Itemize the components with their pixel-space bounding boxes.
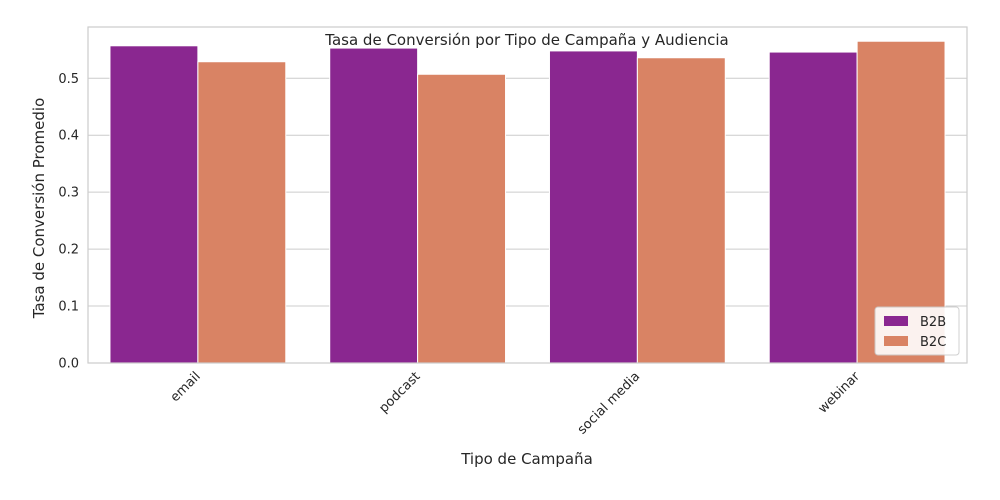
y-tick-label: 0.2 [58, 243, 79, 258]
chart-title: Tasa de Conversión por Tipo de Campaña y… [324, 31, 728, 49]
y-tick-label: 0.5 [58, 72, 79, 87]
x-tick-label: email [168, 369, 204, 405]
y-tick-label: 0.1 [58, 300, 79, 315]
bar-b2c-email [197, 61, 287, 364]
y-axis-label: Tasa de Conversión Promedio [30, 98, 48, 320]
legend-label-b2b: B2B [920, 315, 946, 330]
bar-b2b-email [109, 45, 199, 364]
bar-b2b-podcast [329, 47, 419, 364]
bar-b2c-podcast [417, 73, 507, 364]
x-axis: email podcast social media webinar [168, 369, 864, 438]
bar-b2c-social-media [636, 57, 726, 364]
bar-b2b-social-media [548, 50, 638, 364]
x-axis-label: Tipo de Campaña [460, 450, 593, 468]
x-tick-label: podcast [376, 369, 423, 416]
legend-swatch-b2b [884, 316, 908, 326]
bar-b2b-webinar [768, 51, 858, 364]
y-tick-label: 0.0 [58, 357, 79, 372]
x-tick-label: webinar [816, 369, 864, 417]
bars [109, 40, 946, 364]
legend-box [874, 306, 960, 356]
legend-swatch-b2c [884, 336, 908, 346]
y-axis: 0.0 0.1 0.2 0.3 0.4 0.5 [58, 72, 79, 372]
y-tick-label: 0.3 [58, 186, 79, 201]
plot-frame [87, 26, 968, 364]
x-tick-label: social media [575, 369, 643, 437]
legend-label-b2c: B2C [920, 335, 946, 350]
y-tick-label: 0.4 [58, 129, 79, 144]
